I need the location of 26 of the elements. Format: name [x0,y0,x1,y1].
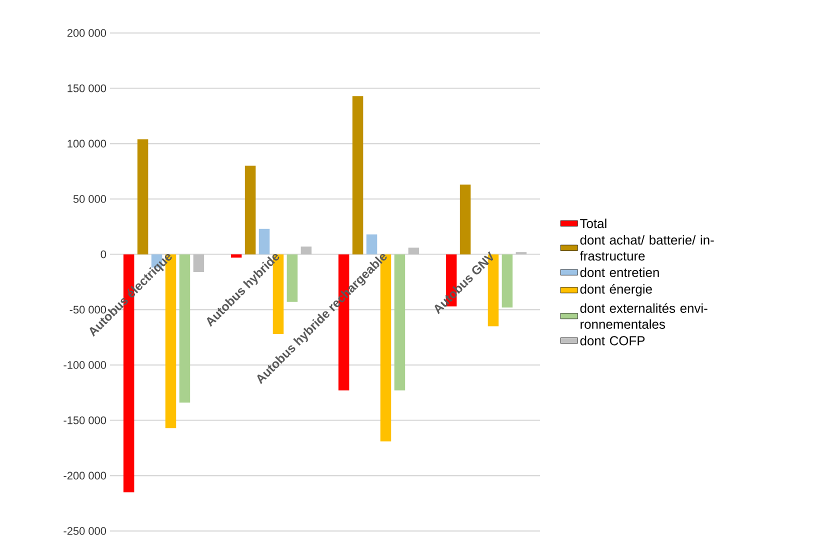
bar [300,246,312,254]
bar [179,254,190,403]
y-tick-label: -150 000 [64,416,106,424]
legend-label: Total [580,218,606,228]
bar [460,184,471,254]
bar [352,96,364,254]
y-tick-label: -100 000 [64,361,106,369]
bar [502,254,513,308]
y-tick-label: 50 000 [73,195,106,203]
legend-label: dont COFP [580,336,645,346]
bar [258,228,270,254]
bar [193,254,204,272]
bar [394,254,406,390]
y-tick-label: 100 000 [68,140,106,148]
bar [244,166,256,254]
y-tick-label: 200 000 [67,29,106,37]
y-tick-label: -250 000 [64,527,106,535]
bar [137,139,148,254]
y-tick-label: 0 [100,250,106,258]
legend-label: dont entretien [580,268,659,278]
legend-label: dont énergie [580,284,652,296]
bar [366,234,378,254]
bar [408,248,420,254]
y-tick-label: 150 000 [68,84,106,92]
bar [286,254,298,302]
y-tick-label: -200 000 [64,472,106,480]
